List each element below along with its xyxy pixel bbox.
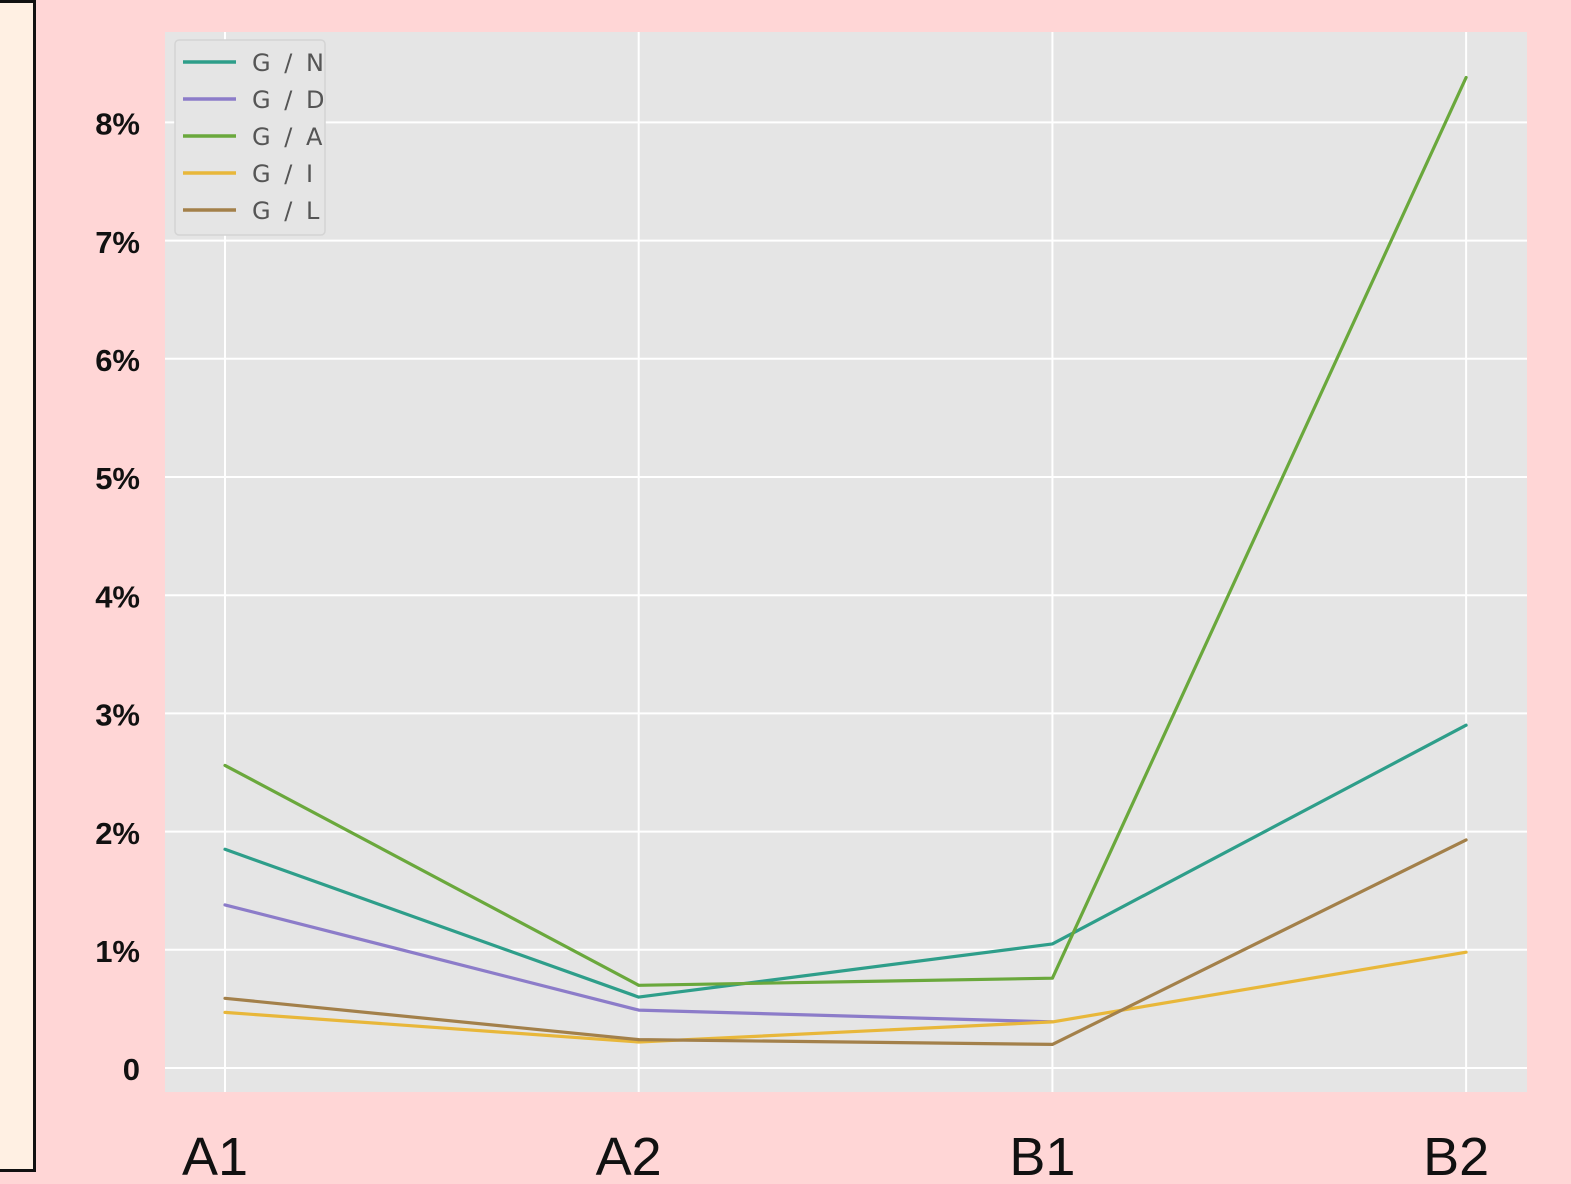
legend-label-4: G / L — [252, 197, 322, 225]
series-line-2 — [223, 75, 1468, 987]
legend-label-1: G / D — [252, 86, 327, 114]
y-tick-label-1: 1% — [95, 934, 140, 969]
grid — [165, 32, 1527, 1092]
legend-label-3: G / I — [252, 160, 316, 188]
y-tick-label-8: 8% — [95, 107, 140, 142]
series-group — [223, 75, 1468, 1047]
x-tick-label-a2: A2 — [596, 1127, 662, 1184]
y-axis-ticks: 0 1% 2% 3% 4% 5% 6% 7% 8% — [95, 107, 140, 1088]
series-line-0 — [223, 723, 1468, 999]
legend-box — [174, 39, 326, 236]
y-tick-label-6: 6% — [95, 343, 140, 378]
y-tick-label-7: 7% — [95, 225, 140, 260]
y-tick-label-2: 2% — [95, 816, 140, 851]
y-tick-label-4: 4% — [95, 579, 140, 614]
x-tick-label-b1: B1 — [1009, 1127, 1075, 1184]
x-tick-label-a1: A1 — [182, 1127, 248, 1184]
legend-label-0: G / N — [252, 49, 327, 77]
y-tick-label-0: 0 — [123, 1052, 140, 1087]
plot-area — [165, 32, 1527, 1092]
y-tick-label-5: 5% — [95, 461, 140, 496]
side-panel — [0, 0, 36, 1172]
series-line-4 — [223, 838, 1468, 1047]
x-tick-label-b2: B2 — [1423, 1127, 1489, 1184]
y-tick-label-3: 3% — [95, 698, 140, 733]
legend-label-2: G / A — [252, 123, 325, 151]
series-line-1 — [223, 903, 1055, 1024]
x-axis-ticks: A1 A2 B1 B2 — [182, 1127, 1489, 1184]
legend: G / N G / D G / A G / I G / L — [174, 39, 327, 236]
series-line-3 — [223, 950, 1468, 1044]
